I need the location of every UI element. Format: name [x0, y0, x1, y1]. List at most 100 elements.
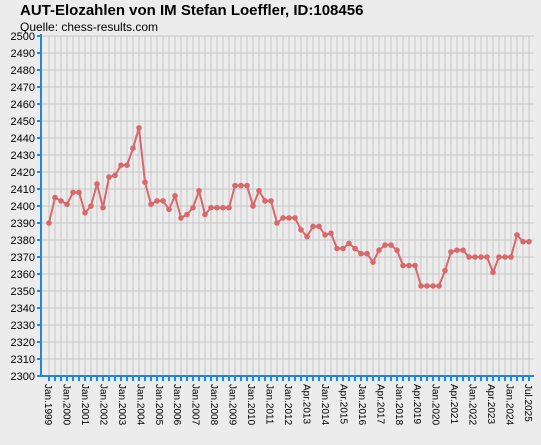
- data-point: [376, 247, 382, 253]
- data-point: [388, 242, 394, 248]
- data-point: [220, 204, 226, 211]
- data-point: [106, 174, 112, 180]
- data-point: [442, 267, 448, 274]
- data-point: [400, 262, 406, 269]
- data-point: [70, 189, 76, 196]
- y-tick-label: 2420: [11, 167, 35, 179]
- data-point: [508, 254, 514, 260]
- data-point: [58, 198, 64, 204]
- x-tick-label: Jan.2009: [227, 384, 238, 426]
- x-tick-label: Jan.2016: [356, 384, 367, 426]
- y-tick-label: 2310: [11, 354, 35, 366]
- data-point: [478, 254, 484, 260]
- y-tick-label: 2300: [11, 371, 35, 383]
- data-point: [424, 283, 430, 289]
- data-point: [268, 198, 274, 204]
- y-tick-label: 2410: [11, 184, 35, 196]
- x-tick-label: Jan.2018: [393, 384, 404, 426]
- data-point: [184, 211, 190, 218]
- data-point: [178, 215, 184, 221]
- y-tick-label: 2350: [11, 286, 35, 298]
- x-tick-label: Apr.2015: [337, 384, 348, 424]
- data-point: [172, 193, 178, 199]
- y-tick-label: 2390: [11, 218, 35, 230]
- data-point: [484, 254, 490, 260]
- data-point: [154, 198, 160, 204]
- data-point: [490, 269, 496, 276]
- y-tick-label: 2460: [11, 99, 35, 111]
- y-tick-label: 2360: [11, 269, 35, 281]
- y-tick-label: 2340: [11, 303, 35, 315]
- data-point: [64, 201, 70, 208]
- x-tick-label: Jan.2005: [153, 384, 164, 426]
- x-tick-label: Jan.2006: [171, 384, 182, 426]
- data-point: [364, 250, 370, 257]
- y-tick-label: 2450: [11, 116, 35, 128]
- x-tick-label: Jan.2008: [208, 384, 219, 426]
- data-point: [46, 220, 52, 226]
- data-point: [76, 189, 82, 196]
- x-tick-label: Jan.2001: [79, 384, 90, 426]
- data-point: [340, 245, 346, 252]
- data-point: [370, 259, 376, 265]
- x-tick-label: Jan.2007: [190, 384, 201, 426]
- data-point: [160, 198, 166, 204]
- y-tick-label: 2380: [11, 235, 35, 247]
- data-point: [208, 204, 214, 211]
- data-point: [352, 245, 358, 252]
- x-tick-label: Apr.2019: [411, 384, 422, 424]
- data-point: [304, 233, 310, 240]
- data-point: [298, 227, 304, 233]
- y-tick-label: 2470: [11, 82, 35, 94]
- y-tick-label: 2370: [11, 252, 35, 264]
- chart-subtitle: Quelle: chess-results.com: [20, 20, 159, 34]
- data-point: [454, 247, 460, 253]
- y-tick-label: 2430: [11, 150, 35, 162]
- data-point: [112, 172, 118, 179]
- data-point: [448, 249, 454, 255]
- data-point: [226, 204, 232, 211]
- data-point: [166, 206, 172, 213]
- data-point: [472, 254, 478, 260]
- data-point: [94, 181, 100, 187]
- data-point: [496, 254, 502, 260]
- y-tick-label: 2490: [11, 48, 35, 60]
- data-point: [190, 204, 196, 211]
- data-point: [286, 215, 292, 221]
- data-point: [358, 250, 364, 257]
- data-point: [274, 220, 280, 226]
- data-point: [436, 283, 442, 289]
- x-tick-label: Jul.2025: [522, 384, 533, 422]
- data-point: [514, 232, 520, 238]
- data-point: [316, 223, 322, 230]
- x-tick-label: Jan.2012: [282, 384, 293, 426]
- data-point: [232, 182, 238, 189]
- data-point: [202, 211, 208, 218]
- data-point: [262, 198, 268, 204]
- x-tick-label: Jan.2002: [97, 384, 108, 426]
- chart-title: AUT-Elozahlen von IM Stefan Loeffler, ID…: [20, 2, 364, 19]
- data-point: [526, 238, 532, 245]
- y-tick-label: 2320: [11, 337, 35, 349]
- data-point: [430, 283, 436, 289]
- data-point: [346, 240, 352, 247]
- data-point: [466, 254, 472, 260]
- x-tick-label: Jan.2022: [467, 384, 478, 426]
- data-point: [250, 203, 256, 209]
- data-point: [502, 254, 508, 260]
- data-point: [130, 145, 136, 151]
- data-point: [136, 125, 142, 131]
- data-point: [292, 215, 298, 221]
- data-point: [82, 210, 88, 216]
- data-point: [520, 238, 526, 245]
- x-tick-label: Apr.2021: [448, 384, 459, 424]
- data-point: [322, 232, 328, 238]
- x-tick-label: Jan.2020: [430, 384, 441, 426]
- data-point: [214, 204, 220, 211]
- x-tick-label: Apr.2013: [300, 384, 311, 424]
- x-tick-label: Apr.2023: [485, 384, 496, 424]
- x-tick-label: Apr.2017: [374, 384, 385, 424]
- data-point: [196, 187, 202, 194]
